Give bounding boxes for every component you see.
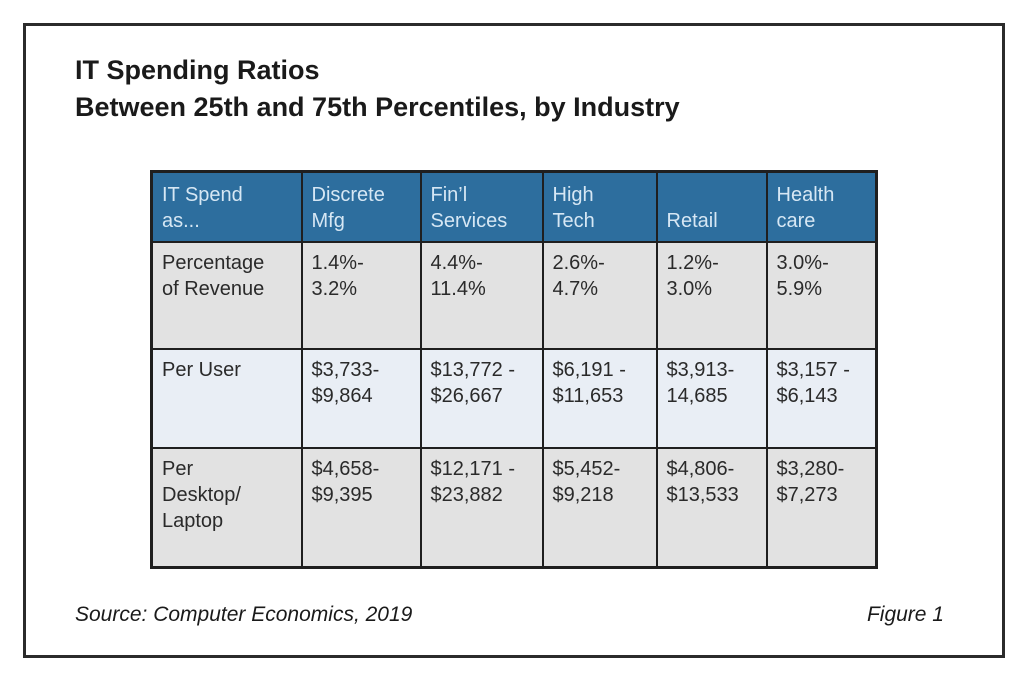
it-spending-table: IT Spend as... Discrete Mfg Fin’l Servic…	[150, 170, 878, 569]
table-cell: 2.6%- 4.7%	[541, 240, 658, 350]
source-text: Source: Computer Economics, 2019	[75, 603, 413, 626]
table-cell: $12,171 - $23,882	[419, 446, 544, 569]
header-cell-high-tech: High Tech	[541, 170, 658, 243]
figure-frame: IT Spending Ratios Between 25th and 75th…	[23, 23, 1005, 658]
table-cell: 1.4%- 3.2%	[300, 240, 422, 350]
table-cell: 1.2%- 3.0%	[655, 240, 768, 350]
figure-footer: Source: Computer Economics, 2019 Figure …	[75, 603, 944, 627]
table-row-per-desktop-laptop: Per Desktop/ Laptop $4,658- $9,395 $12,1…	[150, 446, 878, 569]
table-row-percentage-of-revenue: Percentage of Revenue 1.4%- 3.2% 4.4%- 1…	[150, 240, 878, 350]
header-cell-health-care: Health care	[765, 170, 878, 243]
table-cell: $4,806- $13,533	[655, 446, 768, 569]
table-header-row: IT Spend as... Discrete Mfg Fin’l Servic…	[150, 170, 878, 243]
table-cell: 4.4%- 11.4%	[419, 240, 544, 350]
table-cell: $6,191 - $11,653	[541, 347, 658, 449]
header-cell-retail: Retail	[655, 170, 768, 243]
table-cell: $3,913- 14,685	[655, 347, 768, 449]
header-cell-discrete-mfg: Discrete Mfg	[300, 170, 422, 243]
row-label: Per Desktop/ Laptop	[150, 446, 303, 569]
figure-title: IT Spending Ratios Between 25th and 75th…	[75, 55, 680, 122]
table-row-per-user: Per User $3,733- $9,864 $13,772 - $26,66…	[150, 347, 878, 449]
table-cell: 3.0%- 5.9%	[765, 240, 878, 350]
header-cell-finl-services: Fin’l Services	[419, 170, 544, 243]
row-label: Percentage of Revenue	[150, 240, 303, 350]
table-cell: $5,452- $9,218	[541, 446, 658, 569]
header-cell-it-spend-as: IT Spend as...	[150, 170, 303, 243]
table-cell: $4,658- $9,395	[300, 446, 422, 569]
table-cell: $3,157 - $6,143	[765, 347, 878, 449]
table-cell: $3,280- $7,273	[765, 446, 878, 569]
table-cell: $13,772 - $26,667	[419, 347, 544, 449]
row-label: Per User	[150, 347, 303, 449]
figure-number-label: Figure 1	[866, 603, 944, 626]
table-cell: $3,733- $9,864	[300, 347, 422, 449]
